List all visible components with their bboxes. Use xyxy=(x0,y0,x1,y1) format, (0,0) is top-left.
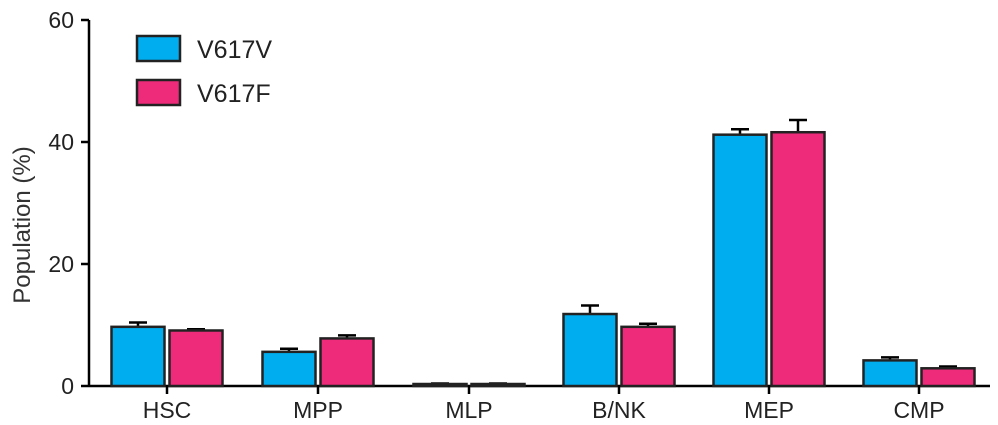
bar-v617f xyxy=(920,367,976,388)
legend-label-v617f: V617F xyxy=(197,80,271,108)
bar-v617v xyxy=(862,359,918,388)
y-ticks: 0 20 40 60 xyxy=(48,7,89,399)
legend-swatch-v617v xyxy=(135,34,182,63)
bars xyxy=(110,118,976,388)
bar-v617f xyxy=(470,382,526,388)
x-tick-label: MEP xyxy=(744,397,794,423)
bar-v617v xyxy=(712,133,768,388)
y-tick-label: 60 xyxy=(48,7,74,33)
bar-v617f xyxy=(620,325,676,388)
bar-v617f xyxy=(770,130,826,388)
x-tick-label: B/NK xyxy=(592,397,646,423)
x-tick-label: HSC xyxy=(143,397,192,423)
x-tick-label: MLP xyxy=(445,397,492,423)
bar-v617v xyxy=(412,382,468,388)
y-tick-label: 0 xyxy=(61,373,74,399)
bar-v617f xyxy=(168,329,224,388)
x-tick-label: MPP xyxy=(293,397,343,423)
bar-v617v xyxy=(261,350,317,388)
y-axis-label: Population (%) xyxy=(9,146,36,303)
legend-swatch-v617f xyxy=(135,78,182,107)
y-tick-label: 40 xyxy=(48,129,74,155)
bar-v617v xyxy=(562,312,618,388)
x-ticks: HSC MPP MLP B/NK MEP CMP xyxy=(143,386,945,423)
x-tick-label: CMP xyxy=(893,397,944,423)
legend-label-v617v: V617V xyxy=(197,36,272,64)
bar-v617f xyxy=(319,337,375,388)
bar-v617v xyxy=(110,325,166,388)
y-tick-label: 20 xyxy=(48,251,74,277)
legend: V617V V617F xyxy=(135,34,272,108)
